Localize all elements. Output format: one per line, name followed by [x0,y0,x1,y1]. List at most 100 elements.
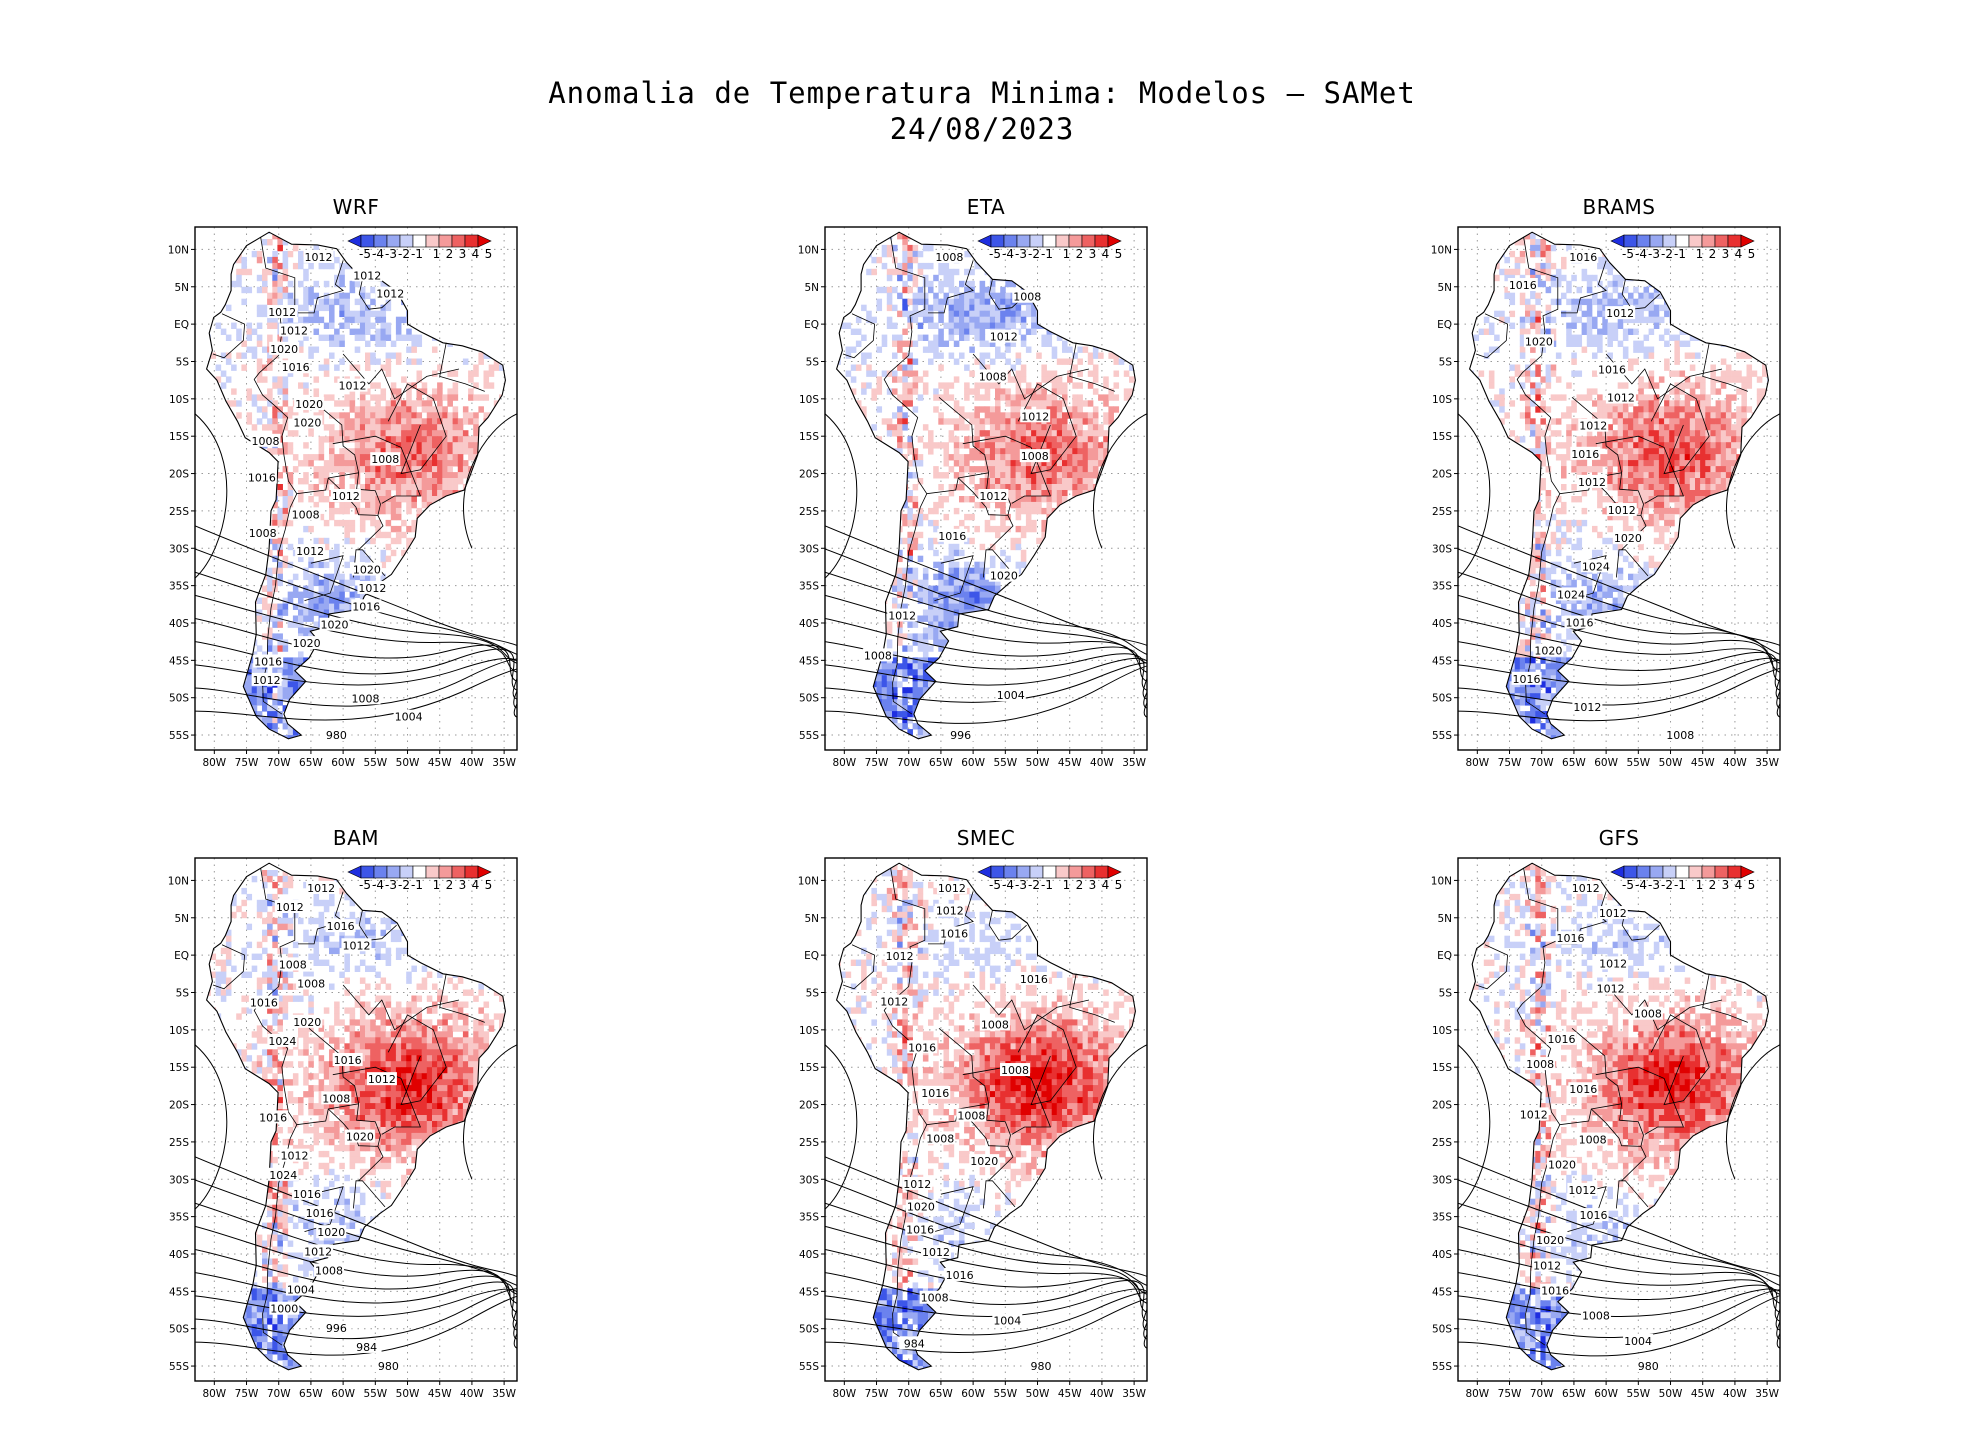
colorbar-label: -2 [1028,247,1040,261]
colorbar-swatch [1701,865,1716,879]
contour-label: 1004 [997,689,1025,702]
colorbar-label: 2 [1076,247,1084,261]
y-tick-label: 20S [1432,1100,1452,1112]
contour-label: 1012 [296,545,324,558]
colorbar-arrow-high [1740,234,1755,248]
contour-label: 1008 [1021,450,1049,463]
contour-label: 1012 [276,901,304,914]
coastline [835,231,1136,740]
x-tick-label: 40W [1090,757,1114,769]
colorbar-label: 1 [1063,878,1071,892]
y-tick-label: 35S [799,581,819,593]
contour-label: 1016 [946,1269,974,1282]
contour-label: 1016 [1580,1209,1608,1222]
colorbar-label: -4 [372,878,384,892]
colorbar-label: 4 [1102,247,1110,261]
x-tick-label: 55W [993,757,1017,769]
pressure-contours [825,1044,1147,1353]
contour-label: 1016 [1569,251,1597,264]
figure-title: Anomalia de Temperatura Minima: Modelos … [0,75,1964,147]
x-tick-label: 45W [1691,757,1715,769]
y-tick-label: 40S [1432,618,1452,630]
contour-label: 1012 [903,1178,931,1191]
pressure-contours [195,1044,517,1356]
colorbar-swatch [1714,865,1729,879]
colorbar-label: 1 [1696,878,1704,892]
y-tick-label: 5S [806,987,820,999]
y-tick-label: EQ [804,319,819,331]
contour-label: 1012 [979,490,1007,503]
colorbar-swatch [1623,865,1638,879]
colorbar-label: -2 [1661,247,1673,261]
colorbar-label: -3 [385,878,397,892]
y-tick-label: 5N [1437,913,1452,925]
contour-label: 1016 [1548,1033,1576,1046]
contour-label: 1008 [981,1019,1009,1032]
y-tick-label: 10N [798,875,819,887]
x-tick-label: 60W [331,757,355,769]
contour-label: 1012 [1573,701,1601,714]
y-tick-label: 10N [1431,875,1452,887]
colorbar-label: 4 [472,247,480,261]
colorbar-swatch [990,865,1005,879]
anomaly-field [206,863,506,1370]
colorbar: -5 -4 -3 -2 -1 1 2 3 4 5 [347,234,493,261]
colorbar-swatch [425,865,440,879]
colorbar-arrow-low [977,234,992,248]
y-tick-label: 50S [799,1324,819,1336]
contour-label: 1012 [368,1073,396,1086]
y-tick-label: 5N [174,913,189,925]
y-tick-label: 35S [1432,1212,1452,1224]
contour-label: 1008 [864,649,892,662]
contour-label: 1012 [1606,307,1634,320]
y-tick-label: 30S [169,543,189,555]
title-line-1: Anomalia de Temperatura Minima: Modelos … [548,76,1416,110]
colorbar-swatch [1094,865,1109,879]
contour-label: 1016 [1571,448,1599,461]
colorbar-swatch [373,865,388,879]
contour-label: 1016 [908,1041,936,1054]
contour-label: 1008 [1666,729,1694,742]
colorbar-label: 2 [446,878,454,892]
x-tick-label: 50W [1026,757,1050,769]
y-tick-label: 30S [1432,1174,1452,1186]
colorbar-label: 4 [472,878,480,892]
contour-label: 1016 [248,472,276,485]
colorbar-swatch [1714,234,1729,248]
y-tick-label: 10N [168,244,189,256]
y-tick-label: 45S [799,1286,819,1298]
colorbar-swatch [990,234,1005,248]
y-tick-label: 55S [1432,730,1452,742]
colorbar-arrow-low [1610,234,1625,248]
colorbar-swatch [1701,234,1716,248]
y-tick-label: 25S [1432,506,1452,518]
colorbar-label: -3 [1648,247,1660,261]
contour-label: 1012 [280,324,308,337]
contour-label: 1012 [888,610,916,623]
colorbar-swatch [399,234,414,248]
colorbar-label: 3 [459,878,467,892]
contour-label: 1020 [1614,532,1642,545]
x-tick-label: 60W [1594,1388,1618,1400]
colorbar-label: -1 [1041,247,1053,261]
coastline [1468,231,1769,740]
contour-label: 1012 [342,939,370,952]
colorbar-label: 2 [1709,247,1717,261]
colorbar-swatch [1081,865,1096,879]
contour-label: 1012 [253,674,281,687]
colorbar-swatch [1688,234,1703,248]
contour-label: 1012 [1568,1184,1596,1197]
country-borders [842,868,1115,1346]
y-tick-label: 50S [799,693,819,705]
contour-label: 1016 [306,1207,334,1220]
colorbar-label: 5 [485,247,493,261]
colorbar-label: -2 [1028,878,1040,892]
panel-title: WRF [332,195,380,219]
x-tick-label: 65W [299,1388,323,1400]
contour-label: 1020 [321,619,349,632]
colorbar-label: -3 [385,247,397,261]
x-tick-label: 55W [1626,1388,1650,1400]
panel-bam: BAM 1012 1012 1016 1012 1008 1008 1016 1020 1024 1… [145,826,518,1400]
contour-label: 1008 [249,527,277,540]
plot-frame [194,226,518,751]
